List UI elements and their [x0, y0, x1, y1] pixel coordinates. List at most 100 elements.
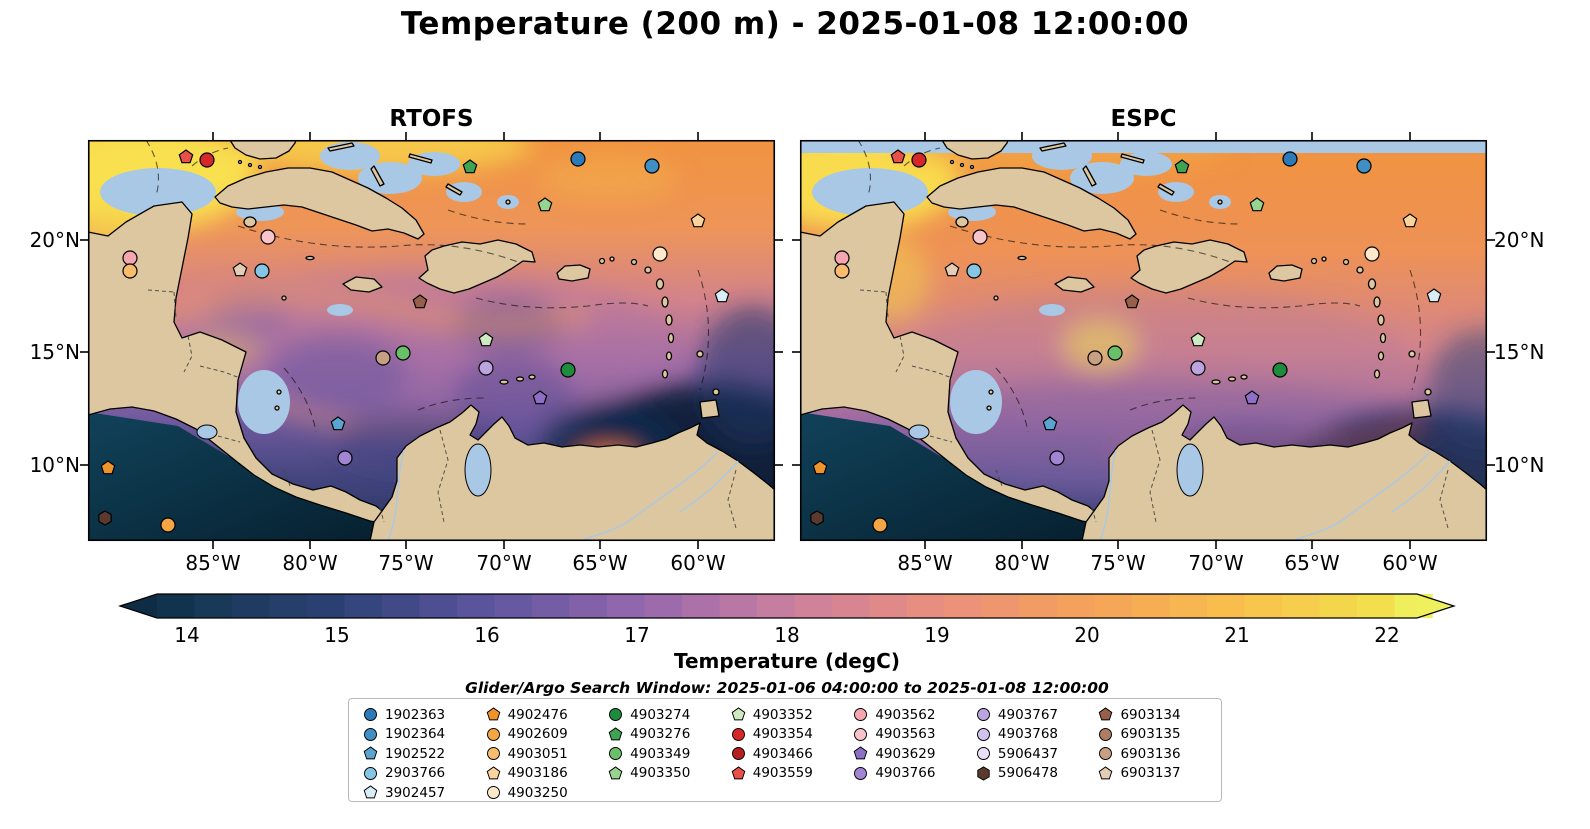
- float-marker-6903136: [375, 350, 391, 366]
- legend-item: 4903559: [731, 764, 854, 784]
- legend-float-id: 2903766: [385, 765, 446, 782]
- pacific-ocean: [88, 412, 388, 541]
- colorbar-tick-label: 16: [474, 623, 500, 647]
- legend-column: 4903562 4903563 4903629 4903766: [853, 705, 976, 801]
- colorbar-outline: [118, 593, 1456, 619]
- colorbar: [118, 593, 1456, 619]
- legend-column: 4903274 4903276 4903349 4903350: [608, 705, 731, 801]
- legend-item: 4903186: [486, 764, 609, 784]
- colorbar-label: Temperature (degC): [674, 649, 900, 673]
- rtofs-map-svg: [80, 132, 783, 549]
- legend-item: 3902457: [363, 783, 486, 803]
- legend-float-id: 4903629: [875, 745, 936, 762]
- float-marker-4903350: [1249, 197, 1265, 212]
- lat-tick-label-right: 15°N: [1494, 340, 1545, 364]
- legend-item: 4903276: [608, 725, 731, 745]
- float-marker-icon: [854, 766, 868, 780]
- float-marker-2903766: [966, 263, 982, 279]
- colorbar-tick-label: 19: [924, 623, 950, 647]
- float-marker-4903274: [1272, 362, 1288, 378]
- legend-item: 4903766: [853, 764, 976, 784]
- float-marker-1902363: [1282, 151, 1298, 167]
- lat-tick-label-right: 10°N: [1494, 453, 1545, 477]
- float-marker-6903137: [944, 262, 960, 277]
- float-marker-icon: [363, 746, 378, 760]
- legend-item: 4903274: [608, 705, 731, 725]
- lon-tick-label-rtofs: 75°W: [378, 551, 434, 575]
- float-marker-4902609: [872, 517, 888, 533]
- legend-float-id: 4903768: [997, 726, 1059, 743]
- lon-tick-label-espc: 85°W: [897, 551, 953, 575]
- axis-ticks: [792, 132, 1495, 549]
- float-markers-layer: [98, 149, 730, 533]
- legend-float-id: 4903767: [997, 706, 1059, 723]
- legend-float-id: 6903134: [1120, 706, 1181, 723]
- float-marker-4903559: [178, 149, 194, 164]
- legend-item: 4902609: [486, 725, 609, 745]
- float-marker-icon: [977, 766, 990, 781]
- float-marker-icon: [608, 766, 623, 780]
- float-marker-4903354: [911, 152, 927, 168]
- legend-float-id: 1902522: [385, 745, 446, 762]
- lon-tick-label-espc: 80°W: [994, 551, 1050, 575]
- legend-item: 4903349: [608, 744, 731, 764]
- lon-tick-label-rtofs: 70°W: [476, 551, 532, 575]
- legend-item: 4903352: [731, 705, 854, 725]
- float-marker-4903629: [1244, 390, 1260, 405]
- legend-item: 4903250: [486, 783, 609, 803]
- colorbar-tick-label: 21: [1224, 623, 1250, 647]
- float-marker-4903274: [560, 362, 576, 378]
- float-marker-icon: [364, 708, 377, 722]
- float-marker-4903767: [1190, 360, 1206, 376]
- legend-float-id: 4903250: [507, 784, 568, 801]
- map-panel-rtofs: [80, 132, 783, 549]
- lon-tick-label-espc: 75°W: [1090, 551, 1146, 575]
- legend-float-id: 6903137: [1120, 765, 1181, 782]
- axis-ticks: [80, 132, 783, 549]
- rivers-layer: [387, 449, 739, 541]
- lat-tick-label-right: 20°N: [1494, 228, 1545, 252]
- land-layer: [88, 140, 775, 541]
- legend-item: 2903766: [363, 764, 486, 784]
- lon-tick-label-espc: 65°W: [1284, 551, 1340, 575]
- float-marker-4903352: [478, 332, 494, 347]
- float-marker-4903186: [690, 213, 706, 228]
- float-marker-4903767: [478, 360, 494, 376]
- temperature-field: [800, 140, 1487, 541]
- legend-float-id: 1902364: [385, 726, 446, 743]
- legend-column: 4903352 4903354 4903466 4903559: [731, 705, 854, 801]
- float-marker-1902364: [1356, 158, 1372, 174]
- float-marker-icon: [486, 766, 500, 780]
- legend-float-id: 5906437: [997, 745, 1059, 762]
- float-marker-4902476: [100, 460, 116, 475]
- legend-float-id: 1902363: [385, 706, 446, 723]
- float-marker-icon: [486, 786, 500, 800]
- legend-item: 5906478: [976, 764, 1099, 784]
- float-marker-4903354: [199, 152, 215, 168]
- figure-title: Temperature (200 m) - 2025-01-08 12:00:0…: [400, 6, 1190, 42]
- float-marker-1902363: [570, 151, 586, 167]
- float-marker-icon: [976, 747, 990, 761]
- lon-tick-label-rtofs: 85°W: [185, 551, 241, 575]
- colorbar-tick-label: 15: [324, 623, 350, 647]
- float-marker-4903349: [395, 345, 411, 361]
- float-marker-icon: [854, 708, 868, 722]
- colorbar-tick-label: 17: [624, 623, 650, 647]
- float-marker-icon: [609, 708, 623, 722]
- lon-tick-label-rtofs: 80°W: [282, 551, 338, 575]
- legend-column: 6903134 6903135 6903136 6903137: [1098, 705, 1221, 801]
- legend-float-id: 4903562: [875, 706, 936, 723]
- lon-tick-label-espc: 60°W: [1382, 551, 1438, 575]
- float-marker-4903629: [532, 390, 548, 405]
- panel-frame: [87, 139, 776, 542]
- float-marker-icon: [731, 707, 746, 721]
- float-marker-icon: [486, 707, 500, 721]
- colorbar-tick-label: 20: [1074, 623, 1100, 647]
- pacific-ocean: [800, 412, 1100, 541]
- legend-item: 4903354: [731, 725, 854, 745]
- legend-item: 4903051: [486, 744, 609, 764]
- legend-float-id: 4903559: [752, 765, 813, 782]
- float-marker-icon: [363, 785, 378, 799]
- float-marker-icon: [1099, 766, 1113, 780]
